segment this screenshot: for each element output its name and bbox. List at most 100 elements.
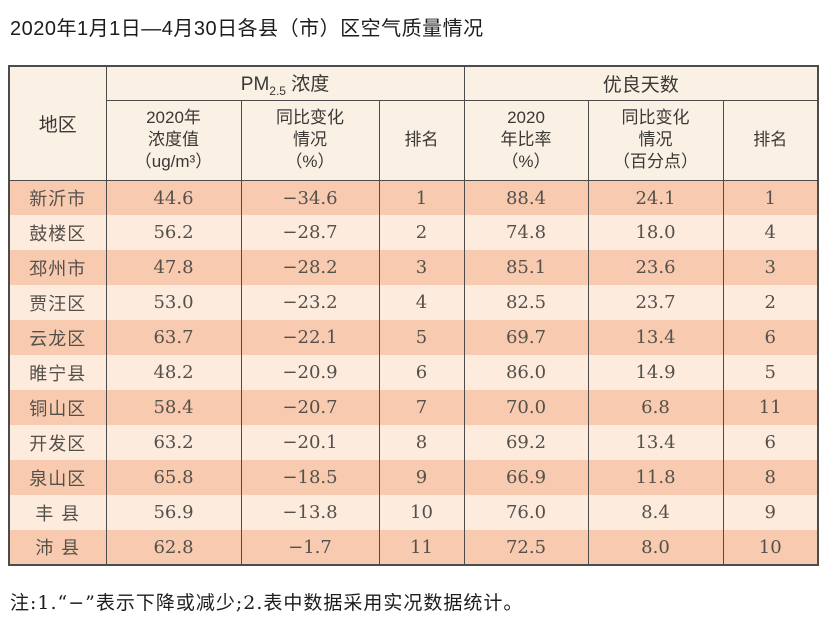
value-cell: −13.8 (240, 495, 380, 531)
value-cell: 66.9 (463, 460, 589, 496)
subheader-pm25-value: 2020年 浓度值 （ug/m³） (105, 99, 242, 181)
value-cell: 10 (722, 530, 819, 566)
value-cell: 72.5 (463, 530, 589, 566)
value-cell: 70.0 (463, 390, 589, 426)
table-body: 新沂市 44.6 −34.6 1 88.4 24.1 1 鼓楼区 56.2 −28.7 2 74.8 1… (8, 180, 819, 566)
region-cell: 鼓楼区 (8, 215, 107, 251)
value-cell: −22.1 (240, 320, 380, 356)
value-cell: 13.4 (587, 320, 724, 356)
value-cell: −28.2 (240, 250, 380, 286)
value-cell: 8 (722, 460, 819, 496)
table-row: 睢宁县 48.2 −20.9 6 86.0 14.9 5 (8, 355, 819, 391)
value-cell: −20.1 (240, 425, 380, 461)
value-cell: 48.2 (105, 355, 242, 391)
value-cell: 10 (378, 495, 465, 531)
value-cell: 11 (378, 530, 465, 566)
value-cell: 9 (722, 495, 819, 531)
region-cell: 睢宁县 (8, 355, 107, 391)
region-cell: 开发区 (8, 425, 107, 461)
table-row: 丰 县 56.9 −13.8 10 76.0 8.4 9 (8, 495, 819, 531)
value-cell: 58.4 (105, 390, 242, 426)
subheader-pm25-change: 同比变化 情况 （%） (240, 99, 380, 181)
value-cell: 69.2 (463, 425, 589, 461)
table-row: 新沂市 44.6 −34.6 1 88.4 24.1 1 (8, 180, 819, 216)
value-cell: 6.8 (587, 390, 724, 426)
region-cell: 沛 县 (8, 530, 107, 566)
value-cell: −20.9 (240, 355, 380, 391)
value-cell: 82.5 (463, 285, 589, 321)
value-cell: 88.4 (463, 180, 589, 216)
value-cell: 13.4 (587, 425, 724, 461)
value-cell: 2 (378, 215, 465, 251)
value-cell: 85.1 (463, 250, 589, 286)
table-row: 邳州市 47.8 −28.2 3 85.1 23.6 3 (8, 250, 819, 286)
value-cell: −20.7 (240, 390, 380, 426)
value-cell: 11.8 (587, 460, 724, 496)
value-cell: 4 (378, 285, 465, 321)
value-cell: 69.7 (463, 320, 589, 356)
value-cell: 65.8 (105, 460, 242, 496)
value-cell: 86.0 (463, 355, 589, 391)
region-cell: 邳州市 (8, 250, 107, 286)
region-column-header: 地区 (8, 65, 107, 181)
value-cell: 4 (722, 215, 819, 251)
pm25-label-prefix: PM (240, 74, 270, 95)
region-cell: 泉山区 (8, 460, 107, 496)
value-cell: 6 (722, 320, 819, 356)
air-quality-table: 地区 PM2.5 浓度 优良天数 2020年 浓度值 （ug/m³） 同比变化 … (8, 65, 819, 567)
value-cell: 7 (378, 390, 465, 426)
value-cell: 14.9 (587, 355, 724, 391)
pm25-group-header: PM2.5 浓度 (105, 65, 465, 101)
value-cell: 6 (722, 425, 819, 461)
value-cell: 23.7 (587, 285, 724, 321)
value-cell: 3 (378, 250, 465, 286)
value-cell: 1 (722, 180, 819, 216)
value-cell: 62.8 (105, 530, 242, 566)
value-cell: 5 (722, 355, 819, 391)
value-cell: 5 (378, 320, 465, 356)
page-title: 2020年1月1日—4月30日各县（市）区空气质量情况 (10, 18, 484, 40)
region-cell: 云龙区 (8, 320, 107, 356)
value-cell: 24.1 (587, 180, 724, 216)
value-cell: 9 (378, 460, 465, 496)
region-cell: 新沂市 (8, 180, 107, 216)
table-row: 鼓楼区 56.2 −28.7 2 74.8 18.0 4 (8, 215, 819, 251)
pm25-label-subscript: 2.5 (269, 83, 286, 98)
region-cell: 铜山区 (8, 390, 107, 426)
table-header: 地区 PM2.5 浓度 优良天数 2020年 浓度值 （ug/m³） 同比变化 … (8, 65, 819, 181)
subheader-gooddays-rank: 排名 (722, 99, 819, 181)
value-cell: 8.0 (587, 530, 724, 566)
value-cell: 18.0 (587, 215, 724, 251)
value-cell: 56.9 (105, 495, 242, 531)
subheader-pm25-rank: 排名 (378, 99, 465, 181)
value-cell: 11 (722, 390, 819, 426)
subheader-gooddays-change: 同比变化 情况 （百分点） (587, 99, 724, 181)
table-row: 铜山区 58.4 −20.7 7 70.0 6.8 11 (8, 390, 819, 426)
value-cell: 6 (378, 355, 465, 391)
value-cell: −28.7 (240, 215, 380, 251)
value-cell: −1.7 (240, 530, 380, 566)
good-days-group-header: 优良天数 (463, 65, 819, 101)
table-row: 沛 县 62.8 −1.7 11 72.5 8.0 10 (8, 530, 819, 566)
footnote: 注:1.“−”表示下降或减少;2.表中数据采用实况数据统计。 (10, 592, 524, 615)
table-row: 开发区 63.2 −20.1 8 69.2 13.4 6 (8, 425, 819, 461)
value-cell: 76.0 (463, 495, 589, 531)
value-cell: 1 (378, 180, 465, 216)
value-cell: 3 (722, 250, 819, 286)
value-cell: 8.4 (587, 495, 724, 531)
region-cell: 贾汪区 (8, 285, 107, 321)
value-cell: 63.2 (105, 425, 242, 461)
value-cell: −34.6 (240, 180, 380, 216)
value-cell: 56.2 (105, 215, 242, 251)
table-row: 云龙区 63.7 −22.1 5 69.7 13.4 6 (8, 320, 819, 356)
value-cell: 53.0 (105, 285, 242, 321)
value-cell: 23.6 (587, 250, 724, 286)
value-cell: 8 (378, 425, 465, 461)
value-cell: −18.5 (240, 460, 380, 496)
value-cell: 44.6 (105, 180, 242, 216)
value-cell: 2 (722, 285, 819, 321)
region-cell: 丰 县 (8, 495, 107, 531)
table-row: 泉山区 65.8 −18.5 9 66.9 11.8 8 (8, 460, 819, 496)
value-cell: 63.7 (105, 320, 242, 356)
